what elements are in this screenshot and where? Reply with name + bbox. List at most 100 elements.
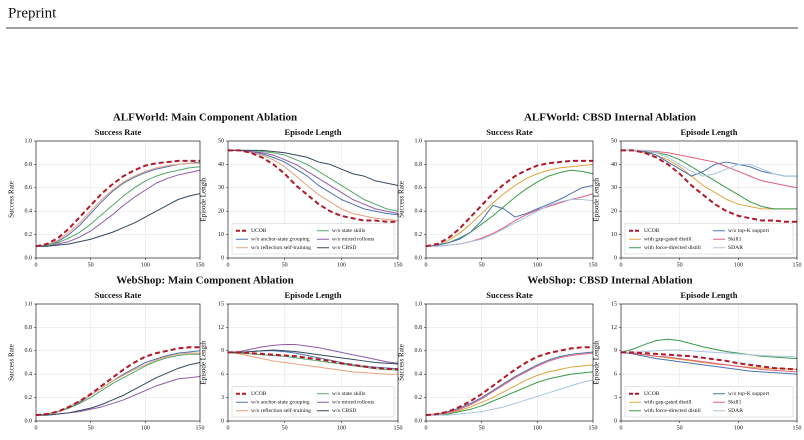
y-tick-label: 1.0 bbox=[25, 301, 33, 307]
plot-frame bbox=[620, 303, 798, 422]
y-tick-label: 15 bbox=[218, 301, 224, 307]
y-axis-label: Success Rate bbox=[8, 181, 16, 218]
legend-label: with force-directed distill bbox=[644, 244, 701, 251]
legend-label: UCOB bbox=[251, 228, 267, 234]
legend-label: SDAR bbox=[728, 408, 743, 414]
group-title: ALFWorld: CBSD Internal Ablation bbox=[524, 112, 696, 124]
page-header: Preprint bbox=[8, 5, 57, 21]
y-tick-label: 0.4 bbox=[415, 209, 423, 215]
legend-label: w/o mixed rollouts bbox=[332, 400, 374, 406]
y-tick-label: 0.0 bbox=[415, 418, 423, 424]
series-line bbox=[35, 162, 200, 247]
legend-label: UCOB bbox=[644, 391, 660, 397]
x-tick-label: 0 bbox=[620, 262, 623, 268]
panel-title: Success Rate bbox=[95, 127, 142, 137]
y-tick-label: 30 bbox=[218, 185, 224, 191]
y-tick-label: 40 bbox=[218, 162, 224, 168]
legend-label: UCOB bbox=[644, 228, 660, 234]
y-tick-label: 6 bbox=[221, 372, 224, 378]
x-tick-label: 0 bbox=[425, 425, 428, 431]
y-axis-label: Episode Length bbox=[593, 177, 601, 222]
y-tick-label: 50 bbox=[218, 138, 224, 144]
y-tick-label: 0.6 bbox=[25, 185, 33, 191]
y-tick-label: 3 bbox=[221, 395, 224, 401]
x-tick-label: 0 bbox=[227, 425, 230, 431]
series-line bbox=[425, 352, 594, 416]
x-tick-label: 150 bbox=[793, 425, 802, 431]
panel-title: Episode Length bbox=[681, 127, 738, 137]
series-line bbox=[425, 169, 594, 247]
x-tick-label: 150 bbox=[394, 425, 403, 431]
y-tick-label: 0.4 bbox=[25, 209, 33, 215]
y-tick-label: 0.0 bbox=[415, 255, 423, 261]
y-tick-label: 0.2 bbox=[415, 232, 423, 238]
y-tick-label: 6 bbox=[614, 372, 617, 378]
group-title: WebShop: CBSD Internal Ablation bbox=[527, 275, 692, 287]
y-tick-label: 9 bbox=[614, 348, 617, 354]
x-tick-label: 50 bbox=[479, 262, 485, 268]
series-line bbox=[228, 149, 399, 216]
series-line bbox=[621, 149, 797, 210]
y-tick-label: 0 bbox=[221, 418, 224, 424]
series-line bbox=[36, 362, 201, 416]
series-line bbox=[36, 169, 201, 247]
x-tick-label: 150 bbox=[196, 425, 205, 431]
series-line bbox=[621, 149, 797, 223]
x-tick-label: 100 bbox=[337, 262, 346, 268]
x-tick-label: 50 bbox=[677, 262, 683, 268]
series-line bbox=[228, 349, 399, 365]
series-line bbox=[425, 159, 593, 248]
x-tick-label: 50 bbox=[282, 425, 288, 431]
x-tick-label: 0 bbox=[620, 425, 623, 431]
x-tick-label: 150 bbox=[196, 262, 205, 268]
plot-frame bbox=[620, 140, 798, 259]
y-tick-label: 0.0 bbox=[25, 255, 33, 261]
legend-label: SDAR bbox=[728, 245, 743, 251]
legend-label: with gap-gated distill bbox=[644, 237, 692, 243]
legend-label: with gap-gated distill bbox=[644, 400, 692, 406]
y-tick-label: 0 bbox=[221, 255, 224, 261]
y-tick-label: 15 bbox=[611, 301, 617, 307]
y-tick-label: 0.0 bbox=[25, 418, 33, 424]
y-tick-label: 0.4 bbox=[415, 372, 423, 378]
series-line bbox=[228, 149, 398, 223]
y-axis-label: Episode Length bbox=[593, 340, 601, 385]
x-tick-label: 50 bbox=[88, 262, 94, 268]
series-line bbox=[35, 346, 200, 417]
y-tick-label: 12 bbox=[611, 325, 617, 331]
series-line bbox=[228, 149, 399, 222]
series-line bbox=[620, 351, 798, 375]
legend-label: w/o anchor-state grouping bbox=[251, 237, 310, 243]
series-line bbox=[621, 149, 798, 189]
y-axis-label: Success Rate bbox=[8, 344, 16, 381]
plot-frame bbox=[425, 140, 594, 259]
series-line bbox=[35, 166, 201, 247]
y-axis-label: Success Rate bbox=[398, 344, 406, 381]
plot-frame bbox=[425, 303, 594, 422]
y-axis-label: Success Rate bbox=[398, 181, 406, 218]
y-tick-label: 0.8 bbox=[25, 325, 33, 331]
y-tick-label: 9 bbox=[221, 348, 224, 354]
y-axis-label: Episode Length bbox=[200, 340, 208, 385]
y-tick-label: 0.6 bbox=[415, 348, 423, 354]
x-tick-label: 100 bbox=[734, 425, 743, 431]
x-tick-label: 100 bbox=[533, 262, 542, 268]
x-tick-label: 150 bbox=[394, 262, 403, 268]
legend-label: w/o mixed rollouts bbox=[332, 237, 374, 243]
series-line bbox=[426, 199, 594, 247]
legend-box bbox=[231, 386, 395, 418]
series-line bbox=[35, 159, 200, 248]
panel-title: Episode Length bbox=[285, 290, 342, 300]
x-tick-label: 50 bbox=[88, 425, 94, 431]
series-line bbox=[620, 338, 798, 360]
legend-label: w/o state skills bbox=[332, 391, 365, 397]
series-line bbox=[426, 379, 594, 416]
y-tick-label: 0.8 bbox=[415, 325, 423, 331]
y-tick-label: 0.8 bbox=[415, 162, 423, 168]
legend-label: with force-directed distill bbox=[644, 407, 701, 414]
group-title: ALFWorld: Main Component Ablation bbox=[113, 112, 297, 124]
series-line bbox=[36, 193, 201, 247]
series-line bbox=[426, 371, 594, 416]
legend-label: w/o anchor-state grouping bbox=[251, 400, 310, 406]
